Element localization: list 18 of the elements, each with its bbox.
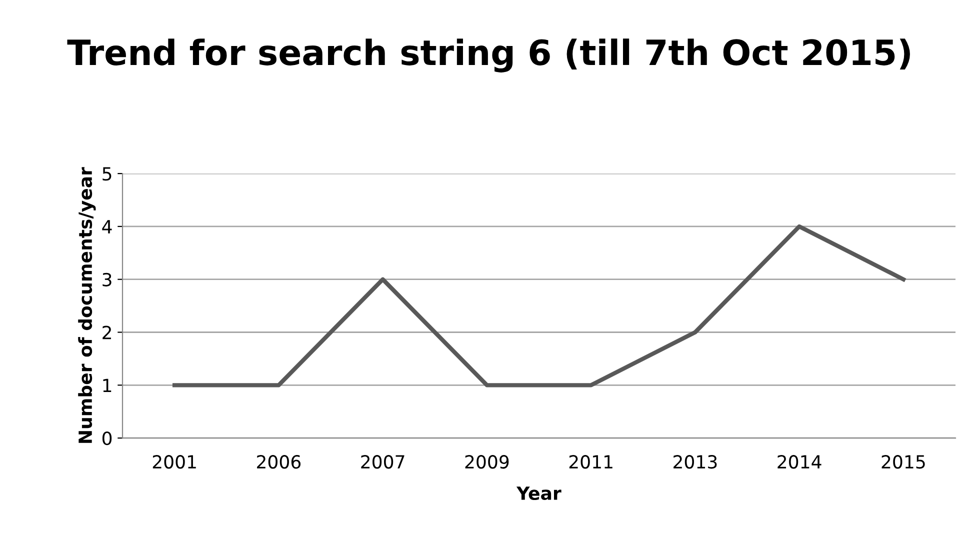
y-tick-label: 0	[102, 432, 112, 446]
y-tick-label: 4	[102, 220, 112, 234]
line-series	[172, 224, 906, 388]
x-axis-title: Year	[516, 486, 562, 500]
x-tick-label: 2014	[778, 455, 822, 469]
y-tick-label: 3	[102, 272, 112, 286]
y-axis-title: Number of documents/year	[78, 167, 96, 443]
chart-title: Trend for search string 6 (till 7th Oct 2015)	[67, 38, 910, 72]
x-tick-label: 2013	[674, 455, 717, 469]
x-tick-label: 2015	[882, 455, 925, 469]
x-tick-label: 2001	[152, 455, 196, 469]
y-tick-label: 1	[103, 378, 112, 392]
x-tick-label: 2007	[361, 455, 404, 469]
y-tick-label: 5	[102, 167, 112, 181]
x-tick-label: 2006	[257, 455, 301, 469]
y-tick-label: 2	[102, 326, 111, 340]
x-tick-label: 2009	[465, 455, 509, 469]
x-tick-label: 2011	[569, 455, 612, 469]
